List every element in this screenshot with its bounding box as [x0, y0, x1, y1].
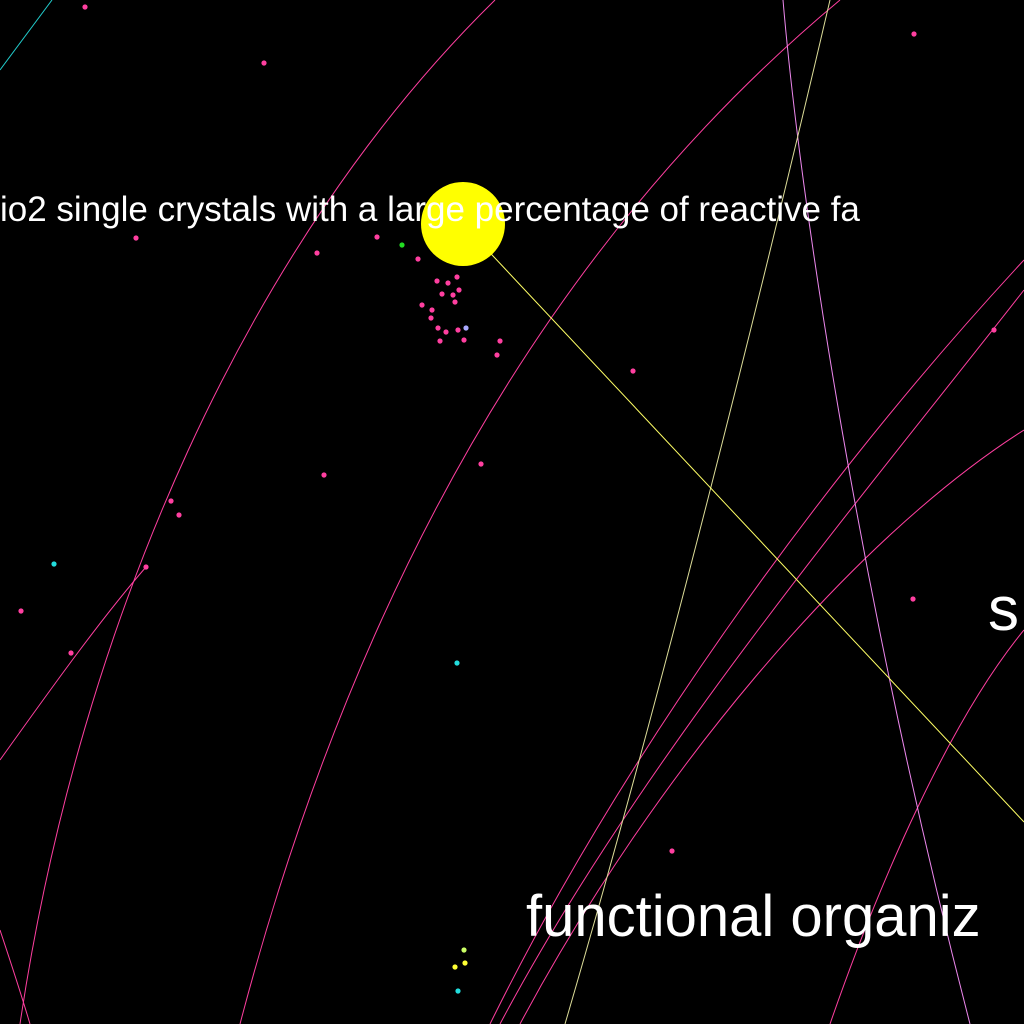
graph-node-28[interactable] [991, 327, 997, 333]
edge-curve-7 [0, 566, 147, 761]
graph-node-14[interactable] [456, 287, 462, 293]
graph-node-21[interactable] [455, 327, 461, 333]
graph-node-22[interactable] [463, 325, 469, 331]
graph-node-35[interactable] [18, 608, 24, 614]
graph-node-13[interactable] [450, 292, 456, 298]
graph-node-37[interactable] [910, 596, 916, 602]
graph-node-30[interactable] [478, 461, 484, 467]
edge-violet-1 [782, 0, 971, 1024]
main-node[interactable] [421, 182, 505, 266]
edge-curve-6 [829, 629, 1024, 1024]
graph-node-6[interactable] [374, 234, 380, 240]
graph-node-31[interactable] [168, 498, 174, 504]
graph-node-3[interactable] [911, 31, 917, 37]
graph-node-15[interactable] [419, 302, 425, 308]
label-bottom: functional organiz [526, 884, 981, 949]
graph-node-11[interactable] [454, 274, 460, 280]
graph-node-18[interactable] [428, 315, 434, 321]
graph-node-1[interactable] [82, 4, 88, 10]
edge-curve-5 [499, 289, 1024, 1024]
graph-node-44[interactable] [826, 910, 832, 916]
graph-node-20[interactable] [443, 329, 449, 335]
edge-curve-2 [19, 0, 496, 1024]
graph-node-9[interactable] [434, 278, 440, 284]
edge-curve-4 [519, 429, 1024, 1024]
graph-node-42[interactable] [452, 964, 458, 970]
graph-node-24[interactable] [461, 337, 467, 343]
node-layer [18, 4, 997, 994]
graph-node-17[interactable] [452, 299, 458, 305]
graph-node-33[interactable] [51, 561, 57, 567]
edge-yellow-main [462, 223, 1024, 823]
graph-node-38[interactable] [454, 660, 460, 666]
graph-node-7[interactable] [399, 242, 405, 248]
edge-curve-8 [0, 929, 31, 1024]
edge-curve-1 [239, 0, 841, 1024]
graph-node-10[interactable] [445, 280, 451, 286]
graph-node-41[interactable] [462, 960, 468, 966]
graph-node-23[interactable] [437, 338, 443, 344]
graph-node-2[interactable] [261, 60, 267, 66]
graph-node-27[interactable] [630, 368, 636, 374]
graph-node-5[interactable] [314, 250, 320, 256]
graph-node-32[interactable] [176, 512, 182, 518]
graph-node-39[interactable] [669, 848, 675, 854]
edge-pale-1 [564, 0, 831, 1024]
edge-cyan-1 [0, 0, 53, 71]
graph-node-26[interactable] [494, 352, 500, 358]
graph-node-29[interactable] [321, 472, 327, 478]
graph-node-40[interactable] [461, 947, 467, 953]
graph-node-4[interactable] [133, 235, 139, 241]
graph-node-8[interactable] [415, 256, 421, 262]
graph-node-36[interactable] [68, 650, 74, 656]
graph-node-19[interactable] [435, 325, 441, 331]
graph-node-43[interactable] [455, 988, 461, 994]
edge-curve-3 [489, 259, 1024, 1024]
graph-node-34[interactable] [143, 564, 149, 570]
graph-node-16[interactable] [429, 307, 435, 313]
label-top: io2 single crystals with a large percent… [0, 190, 860, 229]
graph-node-12[interactable] [439, 291, 445, 297]
label-right: s [988, 575, 1019, 644]
graph-node-25[interactable] [497, 338, 503, 344]
